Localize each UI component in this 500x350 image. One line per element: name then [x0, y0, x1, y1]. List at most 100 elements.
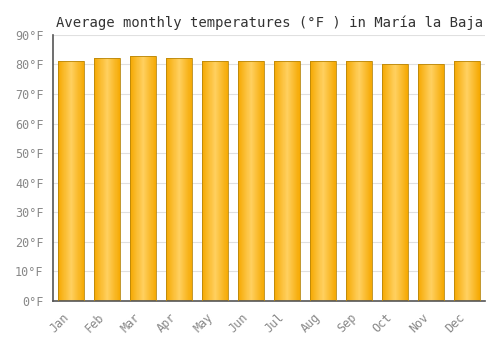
Bar	[250, 62, 251, 301]
Bar	[71, 62, 72, 301]
Bar	[102, 58, 103, 301]
Bar	[318, 62, 319, 301]
Bar	[349, 62, 350, 301]
Bar	[113, 58, 114, 301]
Bar	[456, 62, 457, 301]
Bar	[241, 62, 242, 301]
Bar	[325, 62, 326, 301]
Bar	[275, 62, 276, 301]
Bar	[80, 62, 81, 301]
Bar	[257, 62, 258, 301]
Bar	[298, 62, 299, 301]
Bar	[334, 62, 335, 301]
Bar	[312, 62, 313, 301]
Bar	[437, 64, 438, 301]
Bar	[174, 58, 175, 301]
Bar	[222, 62, 223, 301]
Bar	[175, 58, 176, 301]
Bar	[202, 62, 228, 301]
Bar	[407, 64, 408, 301]
Bar	[202, 62, 203, 301]
Bar	[399, 64, 400, 301]
Bar	[138, 56, 139, 301]
Bar	[168, 58, 169, 301]
Bar	[139, 56, 140, 301]
Bar	[329, 62, 330, 301]
Bar	[110, 58, 111, 301]
Bar	[455, 62, 456, 301]
Bar	[182, 58, 183, 301]
Bar	[296, 62, 297, 301]
Bar	[351, 62, 352, 301]
Bar	[397, 64, 398, 301]
Bar	[470, 62, 471, 301]
Bar	[368, 62, 369, 301]
Bar	[153, 56, 154, 301]
Bar	[382, 64, 383, 301]
Bar	[284, 62, 285, 301]
Bar	[206, 62, 207, 301]
Bar	[327, 62, 328, 301]
Bar	[430, 64, 431, 301]
Bar	[330, 62, 331, 301]
Bar	[184, 58, 185, 301]
Bar	[319, 62, 320, 301]
Bar	[208, 62, 209, 301]
Bar	[147, 56, 148, 301]
Bar	[75, 62, 76, 301]
Bar	[321, 62, 322, 301]
Bar	[384, 64, 385, 301]
Bar	[187, 58, 188, 301]
Bar	[463, 62, 464, 301]
Bar	[454, 62, 455, 301]
Bar	[428, 64, 429, 301]
Bar	[214, 62, 215, 301]
Bar	[274, 62, 300, 301]
Bar	[310, 62, 336, 301]
Bar	[58, 62, 84, 301]
Bar	[72, 62, 73, 301]
Bar	[73, 62, 74, 301]
Bar	[331, 62, 332, 301]
Bar	[469, 62, 470, 301]
Bar	[252, 62, 253, 301]
Bar	[260, 62, 261, 301]
Bar	[178, 58, 179, 301]
Bar	[316, 62, 317, 301]
Bar	[396, 64, 397, 301]
Bar	[191, 58, 192, 301]
Bar	[140, 56, 141, 301]
Bar	[116, 58, 117, 301]
Bar	[464, 62, 465, 301]
Bar	[130, 56, 156, 301]
Bar	[141, 56, 142, 301]
Bar	[189, 58, 190, 301]
Bar	[254, 62, 256, 301]
Bar	[185, 58, 186, 301]
Bar	[441, 64, 442, 301]
Bar	[362, 62, 363, 301]
Bar	[356, 62, 357, 301]
Bar	[400, 64, 402, 301]
Bar	[98, 58, 99, 301]
Bar	[352, 62, 353, 301]
Bar	[64, 62, 65, 301]
Bar	[279, 62, 280, 301]
Bar	[403, 64, 404, 301]
Bar	[132, 56, 133, 301]
Bar	[145, 56, 146, 301]
Bar	[263, 62, 264, 301]
Bar	[142, 56, 143, 301]
Bar	[398, 64, 399, 301]
Bar	[190, 58, 191, 301]
Bar	[205, 62, 206, 301]
Bar	[118, 58, 119, 301]
Bar	[436, 64, 437, 301]
Bar	[96, 58, 97, 301]
Bar	[136, 56, 137, 301]
Bar	[101, 58, 102, 301]
Bar	[251, 62, 252, 301]
Bar	[209, 62, 210, 301]
Bar	[111, 58, 112, 301]
Bar	[107, 58, 108, 301]
